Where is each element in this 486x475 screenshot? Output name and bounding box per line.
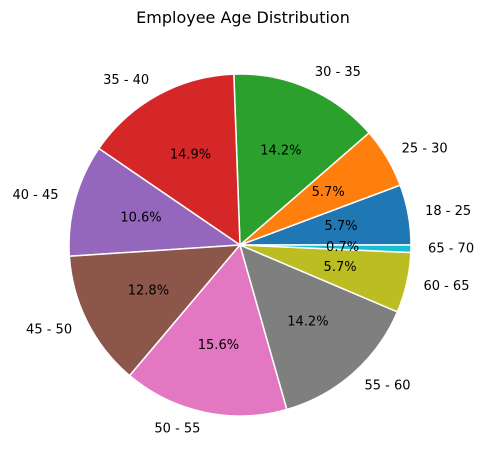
slice-label-50-to-55: 50 - 55	[154, 421, 200, 436]
pie-slice-40-to-45	[68, 147, 241, 258]
slice-label-45-to-50: 45 - 50	[26, 322, 72, 337]
slice-label-40-to-45: 40 - 45	[13, 188, 59, 203]
slice-percent-30-to-35: 14.2%	[260, 143, 301, 158]
pie-slice-50-to-55	[128, 244, 288, 417]
pie-slice-55-to-60	[239, 244, 399, 411]
slice-percent-40-to-45: 10.6%	[120, 210, 161, 225]
slice-percent-60-to-65: 5.7%	[324, 260, 357, 275]
slice-percent-18-to-25: 5.7%	[324, 219, 357, 234]
slice-percent-55-to-60: 14.2%	[287, 314, 328, 329]
slice-percent-25-to-30: 5.7%	[312, 185, 345, 200]
slice-label-30-to-35: 30 - 35	[315, 65, 361, 80]
slice-percent-45-to-50: 12.8%	[128, 284, 169, 299]
pie-slice-65-to-70	[239, 244, 412, 254]
slice-label-65-to-70: 65 - 70	[428, 242, 474, 257]
chart-title: Employee Age Distribution	[136, 8, 350, 27]
slice-label-18-to-25: 18 - 25	[425, 204, 471, 219]
slice-percent-50-to-55: 15.6%	[198, 338, 239, 353]
slice-label-25-to-30: 25 - 30	[402, 141, 448, 156]
slice-label-55-to-60: 55 - 60	[365, 378, 411, 393]
slice-label-60-to-65: 60 - 65	[423, 279, 469, 294]
pie-slice-30-to-35	[233, 73, 370, 246]
pie-slice-45-to-50	[68, 244, 241, 377]
slice-percent-65-to-70: 0.7%	[326, 240, 359, 255]
slice-label-35-to-40: 35 - 40	[103, 73, 149, 88]
pie-slice-35-to-40	[98, 73, 241, 246]
slice-percent-35-to-40: 14.9%	[170, 148, 211, 163]
